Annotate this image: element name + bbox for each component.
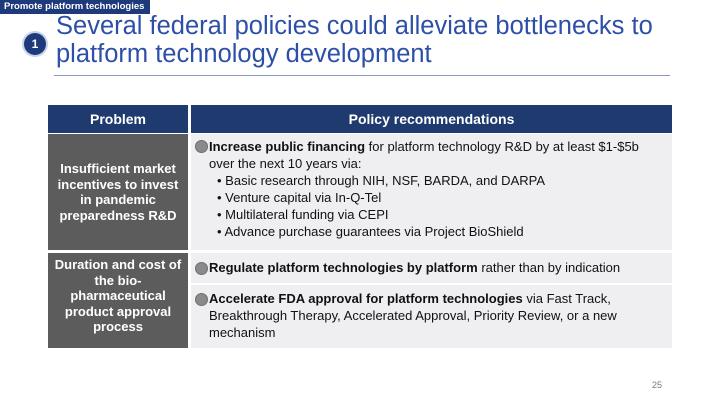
policy-text: via Fast Track, Breakthrough Therapy, Ac… — [209, 291, 617, 340]
subitem-basic-research: Basic research through NIH, NSF, BARDA, … — [217, 172, 664, 189]
section-tag: Promote platform technologies — [0, 0, 151, 14]
policy-text: rather than by indication — [477, 260, 621, 275]
policy-bold: Regulate platform technologies by platfo… — [209, 260, 478, 275]
problem-cell-approval: Duration and cost of the bio-pharmaceuti… — [48, 253, 188, 348]
policy-bold: Increase public financing — [209, 139, 366, 154]
bullet-icon — [195, 140, 208, 153]
bullet-icon — [195, 293, 208, 306]
policy-cell-accelerate: Accelerate FDA approval for platform tec… — [191, 285, 672, 348]
policy-text: for platform technology R&D by at least … — [209, 139, 639, 171]
subitem-venture-capital: Venture capital via In-Q-Tel — [217, 189, 664, 206]
header-policy: Policy recommendations — [191, 105, 672, 133]
subitem-advance-purchase: Advance purchase guarantees via Project … — [217, 223, 664, 240]
slide-number-badge: 1 — [24, 33, 46, 55]
title-divider — [54, 75, 670, 76]
policy-cell-regulate: Regulate platform technologies by platfo… — [191, 253, 672, 283]
subitem-multilateral: Multilateral funding via CEPI — [217, 206, 664, 223]
header-problem: Problem — [48, 105, 188, 133]
policy-cell-financing: Increase public financing for platform t… — [191, 134, 672, 250]
policy-bold: Accelerate FDA approval for platform tec… — [209, 291, 523, 306]
problem-cell-incentives: Insufficient market incentives to invest… — [48, 134, 188, 250]
page-number: 25 — [652, 380, 663, 390]
bullet-icon — [195, 262, 208, 275]
slide-title: Several federal policies could alleviate… — [56, 12, 653, 68]
financing-subitems: Basic research through NIH, NSF, BARDA, … — [209, 172, 664, 240]
